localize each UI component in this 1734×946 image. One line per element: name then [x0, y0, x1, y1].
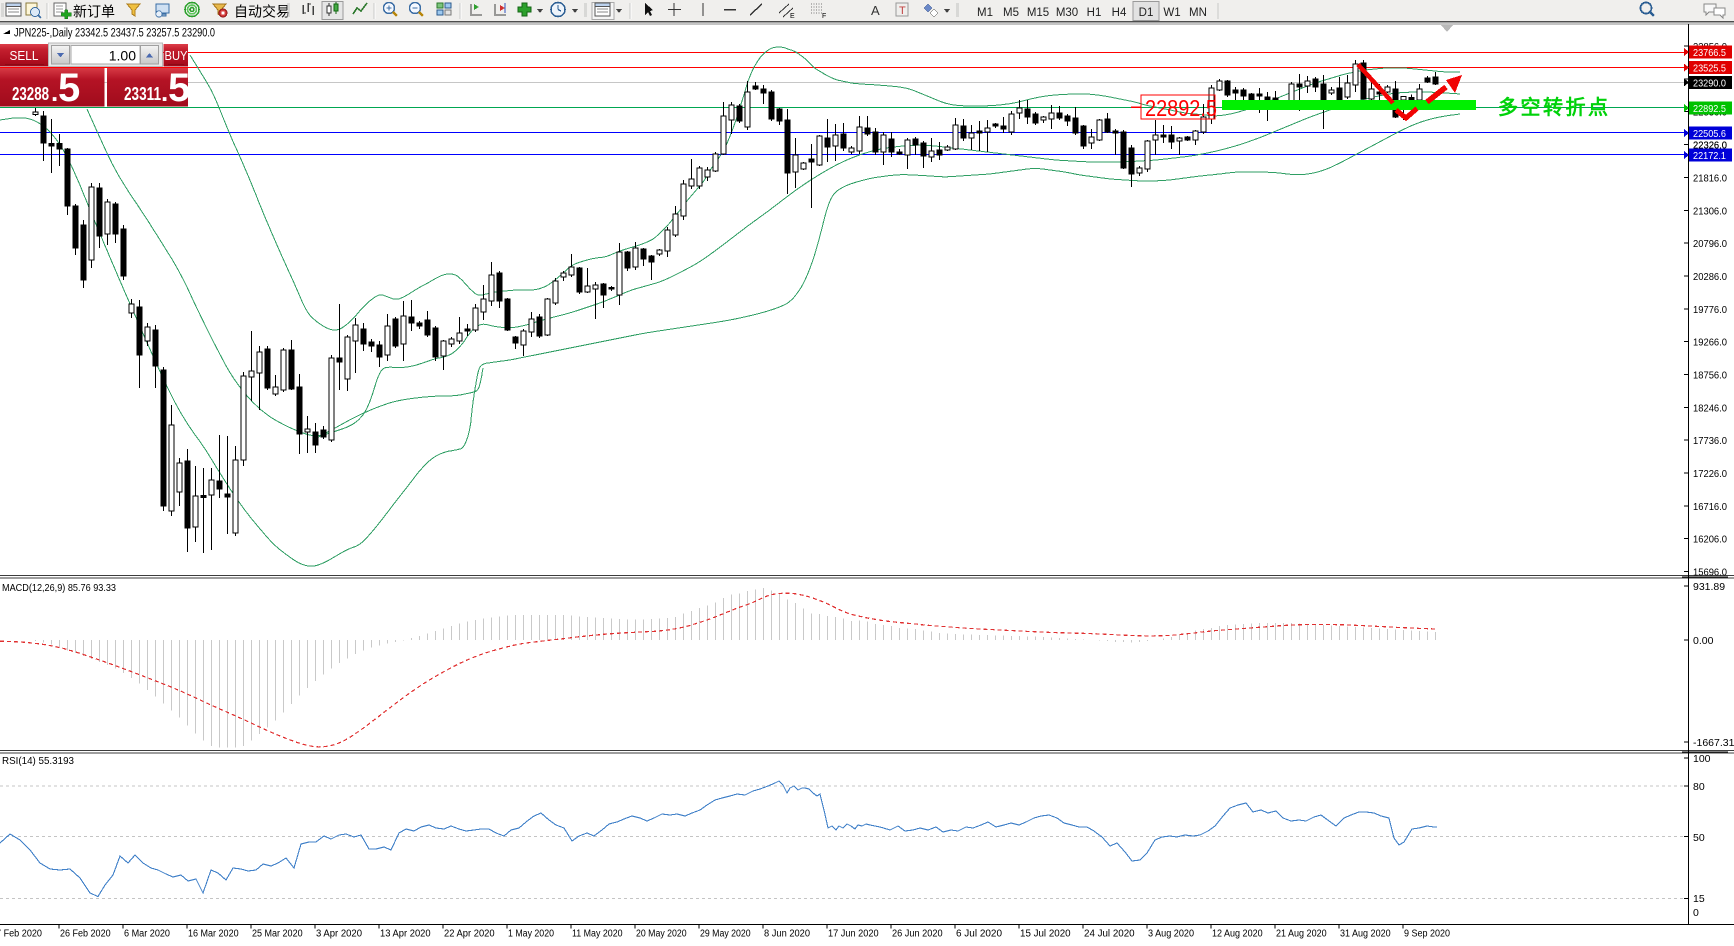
svg-text:22326.0: 22326.0 — [1693, 139, 1727, 151]
svg-text:E: E — [790, 13, 795, 20]
svg-text:17226.0: 17226.0 — [1693, 468, 1727, 480]
svg-text:16 Mar 2020: 16 Mar 2020 — [188, 929, 239, 940]
svg-text:24 Jul 2020: 24 Jul 2020 — [1084, 929, 1135, 940]
svg-text:6 Mar 2020: 6 Mar 2020 — [124, 929, 170, 940]
svg-text:50: 50 — [1693, 832, 1705, 844]
svg-text:23766.5: 23766.5 — [1693, 47, 1726, 59]
svg-text:18756.0: 18756.0 — [1693, 370, 1727, 382]
svg-text:18246.0: 18246.0 — [1693, 402, 1727, 414]
svg-text:15: 15 — [1693, 893, 1705, 905]
svg-text:20 May 2020: 20 May 2020 — [636, 929, 687, 940]
svg-text:5: 5 — [58, 66, 80, 110]
svg-text:16206.0: 16206.0 — [1693, 534, 1727, 546]
svg-text:5: 5 — [168, 66, 190, 110]
svg-text:20286.0: 20286.0 — [1693, 271, 1727, 283]
svg-text:MACD(12,26,9) 85.76 93.33: MACD(12,26,9) 85.76 93.33 — [2, 582, 116, 594]
svg-text:15 Jul 2020: 15 Jul 2020 — [1020, 929, 1071, 940]
svg-text:新订单: 新订单 — [73, 4, 115, 20]
svg-text:80: 80 — [1693, 781, 1705, 793]
svg-text:.: . — [161, 77, 168, 107]
svg-text:23525.5: 23525.5 — [1693, 63, 1726, 75]
svg-text:15696.0: 15696.0 — [1693, 567, 1727, 579]
svg-text:21306.0: 21306.0 — [1693, 205, 1727, 217]
svg-text:M15: M15 — [1027, 7, 1049, 19]
svg-text:0: 0 — [1693, 907, 1699, 919]
svg-text:21816.0: 21816.0 — [1693, 173, 1727, 185]
svg-text:0.00: 0.00 — [1693, 635, 1714, 647]
svg-text:-1667.31: -1667.31 — [1693, 737, 1734, 749]
svg-text:9 Sep 2020: 9 Sep 2020 — [1404, 929, 1450, 940]
svg-text:23290.0: 23290.0 — [1693, 77, 1726, 89]
svg-text:多空转折点: 多空转折点 — [1498, 95, 1611, 119]
svg-text:16716.0: 16716.0 — [1693, 501, 1727, 513]
svg-text:自动交易: 自动交易 — [234, 4, 290, 20]
svg-text:23311: 23311 — [124, 84, 161, 104]
svg-text:7 Feb 2020: 7 Feb 2020 — [0, 929, 42, 940]
svg-text:19266.0: 19266.0 — [1693, 337, 1727, 349]
svg-text:JPN225-,Daily 23342.5 23437.5: JPN225-,Daily 23342.5 23437.5 23257.5 23… — [14, 28, 215, 40]
svg-text:22892.5: 22892.5 — [1145, 95, 1217, 121]
svg-text:A: A — [871, 3, 880, 18]
svg-text:13 Apr 2020: 13 Apr 2020 — [380, 929, 431, 940]
svg-text:BUY: BUY — [165, 49, 189, 63]
svg-text:T: T — [899, 5, 906, 17]
svg-text:W1: W1 — [1163, 7, 1180, 19]
svg-text:M5: M5 — [1003, 7, 1019, 19]
svg-text:22326.0: 22326.0 — [1693, 139, 1727, 151]
svg-text:22 Apr 2020: 22 Apr 2020 — [444, 929, 495, 940]
svg-text:22892.5: 22892.5 — [1693, 103, 1726, 115]
svg-text:H4: H4 — [1112, 7, 1127, 19]
svg-text:17736.0: 17736.0 — [1693, 435, 1727, 447]
svg-text:21 Aug 2020: 21 Aug 2020 — [1276, 929, 1327, 940]
svg-text:.: . — [51, 77, 58, 107]
svg-text:22172.1: 22172.1 — [1693, 150, 1726, 162]
svg-text:8 Jun 2020: 8 Jun 2020 — [764, 929, 810, 940]
svg-text:22505.6: 22505.6 — [1693, 128, 1726, 140]
svg-text:1.00: 1.00 — [109, 48, 136, 64]
svg-text:25 Mar 2020: 25 Mar 2020 — [252, 929, 303, 940]
svg-text:931.89: 931.89 — [1693, 581, 1725, 593]
svg-text:RSI(14) 55.3193: RSI(14) 55.3193 — [2, 755, 74, 767]
svg-text:23288: 23288 — [12, 84, 49, 104]
svg-text:MN: MN — [1189, 7, 1207, 19]
svg-text:12 Aug 2020: 12 Aug 2020 — [1212, 929, 1263, 940]
svg-text:M30: M30 — [1056, 7, 1078, 19]
svg-text:3 Aug 2020: 3 Aug 2020 — [1148, 929, 1194, 940]
svg-text:M1: M1 — [977, 7, 993, 19]
svg-text:100: 100 — [1693, 753, 1711, 765]
svg-text:SELL: SELL — [10, 49, 39, 63]
svg-text:19776.0: 19776.0 — [1693, 304, 1727, 316]
svg-text:11 May 2020: 11 May 2020 — [572, 929, 623, 940]
svg-text:26 Feb 2020: 26 Feb 2020 — [60, 929, 111, 940]
svg-text:1 May 2020: 1 May 2020 — [508, 929, 554, 940]
svg-text:3 Apr 2020: 3 Apr 2020 — [316, 929, 362, 940]
svg-text:17 Jun 2020: 17 Jun 2020 — [828, 929, 879, 940]
svg-text:D1: D1 — [1139, 7, 1154, 19]
svg-text:6 Jul 2020: 6 Jul 2020 — [956, 929, 1002, 940]
svg-text:26 Jun 2020: 26 Jun 2020 — [892, 929, 943, 940]
svg-text:H1: H1 — [1087, 7, 1102, 19]
svg-text:20796.0: 20796.0 — [1693, 238, 1727, 250]
svg-text:29 May 2020: 29 May 2020 — [700, 929, 751, 940]
svg-text:F: F — [822, 13, 826, 20]
svg-text:31 Aug 2020: 31 Aug 2020 — [1340, 929, 1391, 940]
